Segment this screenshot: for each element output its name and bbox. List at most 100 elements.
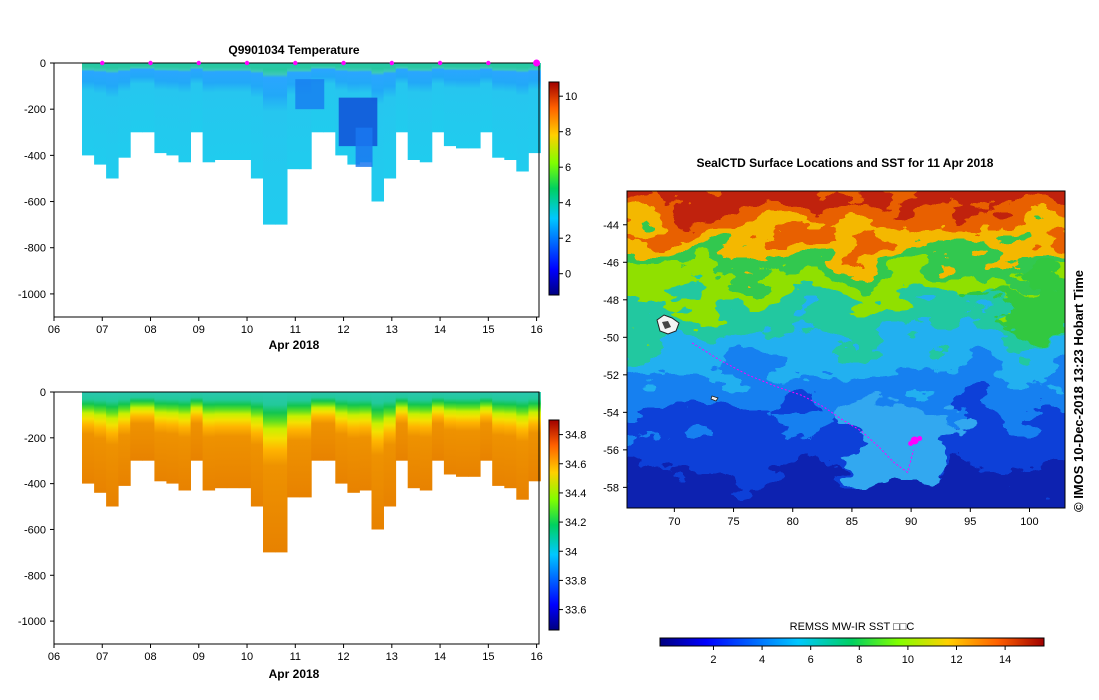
- profile-marker: [486, 60, 491, 66]
- salinity-colorbar: [548, 419, 560, 631]
- profile-column: [154, 392, 167, 482]
- x-tick-label: 11: [290, 651, 301, 663]
- profile-column: [395, 392, 409, 461]
- x-tick-label: 15: [482, 651, 494, 663]
- profile-column: [166, 63, 179, 156]
- y-tick-label: -58: [603, 482, 619, 494]
- temperature-colorbar: [548, 81, 560, 296]
- imos-watermark: © IMOS 10-Dec-2018 13:23 Hobart Time: [1071, 270, 1086, 512]
- profile-column: [130, 63, 143, 133]
- temperature-colorbar-ticks: 0 2 4 6 8 10: [559, 91, 577, 281]
- profile-marker: [293, 60, 298, 66]
- x-tick-label: 15: [482, 324, 494, 336]
- island-heard: [710, 395, 719, 402]
- colorbar-tick-label: 33.6: [565, 605, 586, 617]
- y-tick-label: -44: [603, 220, 619, 232]
- profile-column: [468, 392, 481, 477]
- sst-map-panel: SealCTD Surface Locations and SST for 11…: [603, 156, 1066, 666]
- profile-column: [299, 63, 312, 170]
- profile-column: [190, 392, 204, 461]
- colorbar-tick-label: 8: [565, 127, 571, 139]
- profile-column: [311, 392, 324, 461]
- y-tick-label: -200: [24, 104, 46, 116]
- profile-column: [383, 63, 397, 179]
- current-seal-location: [908, 435, 923, 446]
- colorbar-tick-label: 6: [565, 162, 571, 174]
- x-tick-label: 90: [905, 516, 917, 528]
- x-tick-label: 70: [668, 516, 680, 528]
- sst-colorbar-label: REMSS MW-IR SST □□C: [790, 621, 915, 633]
- sst-map-frame: [626, 190, 1066, 509]
- current-location-dot: [908, 440, 914, 446]
- profile-column: [431, 63, 445, 133]
- temperature-profile-columns: [82, 63, 541, 225]
- profile-marker: [244, 60, 250, 66]
- salinity-axes: 06 07 08 09 10 11 12 13 14 15 16 0 -200 -400 -600 -800 -…: [18, 387, 543, 663]
- profile-column: [407, 63, 421, 160]
- y-tick-label: -54: [603, 407, 619, 419]
- x-tick-label: 10: [241, 651, 253, 663]
- island-kerguelen: [656, 314, 680, 335]
- profile-column: [214, 63, 228, 160]
- profile-column: [287, 63, 300, 170]
- x-tick-label: 07: [96, 324, 108, 336]
- profile-column: [190, 63, 204, 133]
- x-tick-label: 16: [530, 324, 542, 336]
- profile-column: [516, 63, 529, 172]
- profile-marker: [196, 60, 201, 66]
- y-tick-label: 0: [40, 387, 46, 399]
- temperature-title: Q9901034 Temperature: [228, 43, 360, 57]
- profile-column: [299, 392, 312, 498]
- profile-column: [263, 392, 276, 553]
- x-tick-label: 08: [144, 324, 156, 336]
- y-tick-label: -400: [24, 150, 46, 162]
- x-tick-label: 06: [48, 324, 60, 336]
- x-tick-label: 95: [964, 516, 976, 528]
- y-tick-label: -1000: [18, 616, 46, 628]
- salinity-plot-frame: [53, 391, 540, 645]
- y-tick-label: -400: [24, 479, 46, 491]
- x-tick-label: 75: [727, 516, 739, 528]
- profile-column: [202, 63, 216, 163]
- profile-column: [371, 392, 384, 530]
- colorbar-tick-label: 12: [950, 654, 962, 666]
- x-tick-label: 07: [96, 651, 108, 663]
- profile-marker: [389, 60, 395, 66]
- x-tick-label: 100: [1020, 516, 1038, 528]
- profile-column: [94, 392, 107, 493]
- profile-column: [250, 392, 264, 507]
- profile-column: [214, 392, 228, 489]
- profile-column: [118, 63, 131, 158]
- colorbar-tick-label: 10: [902, 654, 914, 666]
- colorbar-tick-label: 0: [565, 269, 571, 281]
- current-location-dot: [917, 435, 923, 441]
- sst-colorbar-ticks: 2 4 6 8 10 12 14: [710, 646, 1011, 666]
- x-tick-label: 14: [434, 324, 446, 336]
- colorbar-tick-label: 4: [759, 654, 765, 666]
- profile-column: [82, 392, 95, 484]
- profile-marker: [100, 60, 105, 66]
- y-tick-label: -50: [603, 332, 619, 344]
- profile-column: [106, 63, 119, 179]
- profile-column: [323, 63, 336, 133]
- profile-column: [142, 392, 155, 461]
- sst-map-axes: 70 75 80 85 90 95 100 -44 -46 -48 -50 -52 -54 -56 -58: [603, 220, 1039, 528]
- x-tick-label: 13: [386, 651, 398, 663]
- colorbar-tick-label: 6: [808, 654, 814, 666]
- profile-column: [202, 392, 216, 491]
- x-tick-label: 08: [144, 651, 156, 663]
- profile-column: [347, 392, 360, 493]
- y-tick-label: -52: [603, 370, 619, 382]
- profile-column: [275, 392, 288, 553]
- profile-column: [431, 392, 445, 461]
- profile-column: [395, 63, 409, 133]
- x-tick-label: 85: [846, 516, 858, 528]
- profile-column: [528, 63, 541, 154]
- y-tick-label: -1000: [18, 289, 46, 301]
- profile-column: [492, 392, 505, 486]
- profile-column: [106, 392, 119, 507]
- profile-column: [287, 392, 300, 498]
- y-tick-label: -200: [24, 433, 46, 445]
- x-tick-label: 16: [530, 651, 542, 663]
